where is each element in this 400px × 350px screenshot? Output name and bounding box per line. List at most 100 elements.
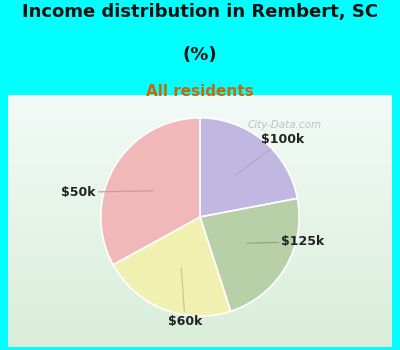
Bar: [8, 302, 392, 304]
Wedge shape: [101, 118, 200, 265]
Bar: [8, 247, 392, 250]
Bar: [8, 264, 392, 267]
Wedge shape: [200, 198, 299, 311]
Bar: [8, 119, 392, 122]
Bar: [8, 117, 392, 120]
Bar: [8, 250, 392, 252]
Bar: [8, 187, 392, 189]
Bar: [8, 113, 392, 116]
Bar: [8, 109, 392, 111]
Bar: [8, 212, 392, 214]
Bar: [8, 245, 392, 248]
Text: All residents: All residents: [146, 84, 254, 99]
Bar: [8, 134, 392, 136]
Bar: [8, 96, 392, 99]
Wedge shape: [200, 118, 298, 217]
Text: $50k: $50k: [61, 186, 153, 199]
Bar: [8, 283, 392, 286]
Text: Income distribution in Rembert, SC: Income distribution in Rembert, SC: [22, 4, 378, 21]
Bar: [8, 184, 392, 187]
Bar: [8, 298, 392, 300]
Wedge shape: [113, 217, 231, 316]
Bar: [8, 224, 392, 227]
Bar: [8, 279, 392, 281]
Text: $125k: $125k: [247, 235, 324, 248]
Bar: [8, 145, 392, 147]
Bar: [8, 105, 392, 107]
Bar: [8, 218, 392, 220]
Bar: [8, 342, 392, 344]
Bar: [8, 285, 392, 288]
Bar: [8, 239, 392, 241]
Bar: [8, 334, 392, 336]
Bar: [8, 170, 392, 172]
Bar: [8, 166, 392, 168]
Bar: [8, 94, 392, 97]
Bar: [8, 111, 392, 113]
Bar: [8, 317, 392, 319]
Bar: [8, 147, 392, 149]
Bar: [8, 323, 392, 326]
Bar: [8, 159, 392, 162]
Bar: [8, 100, 392, 103]
Bar: [8, 191, 392, 193]
Bar: [8, 344, 392, 346]
Bar: [8, 98, 392, 101]
Bar: [8, 258, 392, 260]
Bar: [8, 313, 392, 315]
Bar: [8, 296, 392, 298]
Bar: [8, 203, 392, 206]
Bar: [8, 331, 392, 334]
Bar: [8, 256, 392, 258]
Bar: [8, 126, 392, 128]
Bar: [8, 325, 392, 328]
Bar: [8, 107, 392, 109]
Bar: [8, 216, 392, 218]
Bar: [8, 197, 392, 199]
Bar: [8, 128, 392, 130]
Bar: [8, 271, 392, 273]
Bar: [8, 210, 392, 212]
Bar: [8, 287, 392, 290]
Bar: [8, 151, 392, 153]
Bar: [8, 327, 392, 330]
Bar: [8, 304, 392, 307]
Bar: [8, 199, 392, 202]
Bar: [8, 153, 392, 155]
Bar: [8, 157, 392, 160]
Bar: [8, 161, 392, 164]
Bar: [8, 172, 392, 174]
Bar: [8, 149, 392, 151]
Bar: [8, 329, 392, 332]
Bar: [8, 294, 392, 296]
Bar: [8, 231, 392, 233]
Bar: [8, 281, 392, 284]
Bar: [8, 262, 392, 265]
Bar: [8, 308, 392, 311]
Bar: [8, 201, 392, 204]
Text: (%): (%): [183, 46, 217, 63]
Bar: [8, 260, 392, 262]
Bar: [8, 103, 392, 105]
Bar: [8, 121, 392, 124]
Bar: [8, 138, 392, 141]
Bar: [8, 226, 392, 229]
Bar: [8, 273, 392, 275]
Bar: [8, 254, 392, 256]
Bar: [8, 205, 392, 208]
Bar: [8, 193, 392, 195]
Bar: [8, 268, 392, 271]
Bar: [8, 174, 392, 176]
Bar: [8, 195, 392, 197]
Bar: [8, 208, 392, 210]
Text: $60k: $60k: [168, 268, 202, 328]
Bar: [8, 310, 392, 313]
Bar: [8, 130, 392, 132]
Bar: [8, 124, 392, 126]
Bar: [8, 233, 392, 235]
Bar: [8, 292, 392, 294]
Bar: [8, 222, 392, 225]
Bar: [8, 319, 392, 321]
Bar: [8, 241, 392, 244]
Bar: [8, 306, 392, 309]
